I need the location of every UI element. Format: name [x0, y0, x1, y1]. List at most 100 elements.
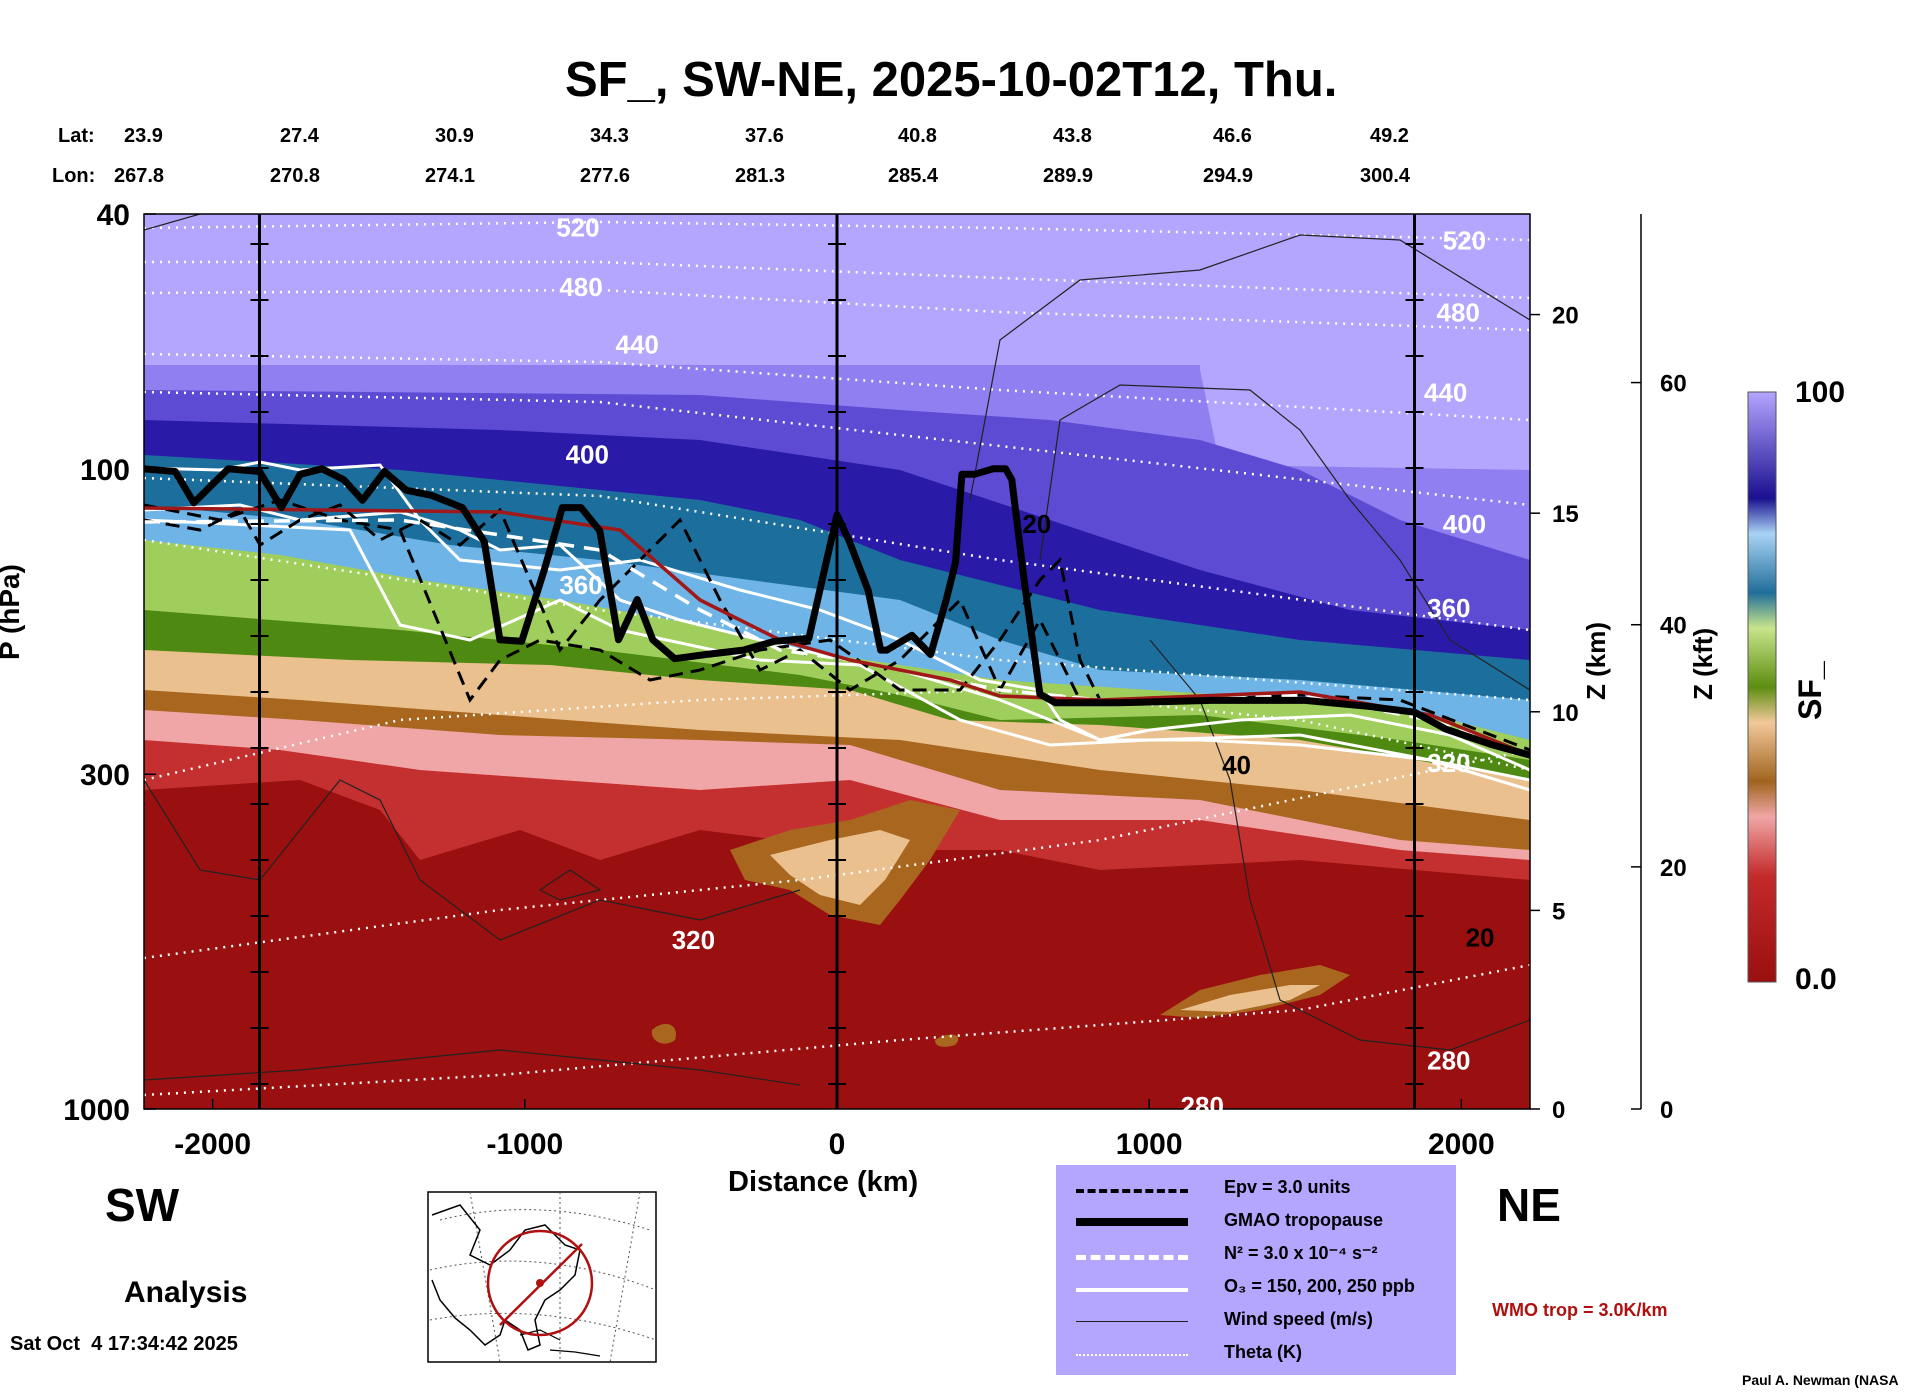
- z-kft-axis-label: Z (kft): [1688, 627, 1718, 700]
- theta-label: 360: [1427, 593, 1470, 623]
- legend-label: Theta (K): [1224, 1342, 1302, 1362]
- theta-contours: [144, 220, 1530, 1097]
- theta-label: 400: [1443, 509, 1486, 539]
- direction-ne: NE: [1497, 1179, 1561, 1231]
- z-km-tick-label: 15: [1552, 501, 1579, 528]
- legend-item: O₃ = 150, 200, 250 ppb: [1056, 1274, 1456, 1304]
- lat-value: 30.9: [435, 125, 474, 147]
- legend: Epv = 3.0 units GMAO tropopause N² = 3.0 x…: [1056, 1165, 1456, 1375]
- theta-label: 280: [1181, 1091, 1224, 1121]
- analysis-label: Analysis: [124, 1276, 248, 1309]
- lat-value: 23.9: [124, 125, 163, 147]
- theta-label: 440: [616, 330, 659, 360]
- legend-swatch: [1076, 1218, 1188, 1226]
- lat-value: 43.8: [1053, 125, 1092, 147]
- y-axis-ticks: 40 100 300 1000: [63, 199, 156, 1127]
- lon-value: 270.8: [270, 165, 321, 187]
- x-tick-label: -1000: [486, 1128, 563, 1161]
- theta-label: 520: [556, 213, 599, 243]
- theta-label: 480: [559, 272, 602, 302]
- legend-swatch: [1076, 1321, 1188, 1322]
- colorbar-min-label: 0.0: [1795, 963, 1837, 996]
- wind-speed-contours: [144, 214, 1530, 1086]
- legend-item: N² = 3.0 x 10⁻⁴ s⁻²: [1056, 1241, 1456, 1271]
- theta-label: 320: [672, 925, 715, 955]
- theta-label: 280: [1427, 1046, 1470, 1076]
- lat-label: Lat:: [58, 125, 95, 147]
- legend-item: Epv = 3.0 units: [1056, 1175, 1456, 1205]
- legend-item: Theta (K): [1056, 1340, 1456, 1370]
- legend-label: Epv = 3.0 units: [1224, 1177, 1351, 1197]
- x-tick-label: 2000: [1428, 1128, 1495, 1161]
- chart-title: SF_, SW-NE, 2025-10-02T12, Thu.: [565, 53, 1338, 107]
- z-kft-axis-ticks: 0 20 40 60: [1631, 371, 1687, 1124]
- legend-swatch: [1076, 1354, 1188, 1356]
- z-km-axis-ticks: 0 5 10 15 20: [1530, 303, 1579, 1124]
- z-kft-tick-label: 20: [1660, 855, 1687, 882]
- colorbar-max-label: 100: [1795, 376, 1846, 409]
- lon-value: 289.9: [1043, 165, 1094, 187]
- y-tick-label: 1000: [63, 1094, 130, 1127]
- y-tick-label: 40: [97, 199, 130, 232]
- z-km-axis-label: Z (km): [1581, 622, 1611, 700]
- z-kft-tick-label: 60: [1660, 371, 1687, 398]
- lon-value: 281.3: [735, 165, 786, 187]
- theta-label: 440: [1424, 377, 1467, 407]
- colorbar: [1747, 391, 1777, 983]
- legend-swatch: [1076, 1288, 1188, 1292]
- theta-label: 320: [1427, 748, 1470, 778]
- tropopause-line: [144, 465, 1530, 759]
- y-tick-label: 300: [80, 759, 130, 792]
- lat-value: 40.8: [898, 125, 937, 147]
- contour-labels: 520 480 440 400 360 320 280 520 480 440 400 360 320 2…: [556, 213, 1494, 1122]
- y-tick-label: 100: [80, 454, 130, 487]
- lat-value: 49.2: [1370, 125, 1409, 147]
- direction-sw: SW: [105, 1179, 180, 1231]
- colorbar-label: SF_: [1792, 661, 1828, 720]
- z-km-tick-label: 10: [1552, 700, 1579, 727]
- legend-label: Wind speed (m/s): [1224, 1309, 1373, 1329]
- theta-label: 360: [559, 570, 602, 600]
- lon-value: 274.1: [425, 165, 476, 187]
- legend-swatch: [1076, 1189, 1188, 1193]
- legend-label: O₃ = 150, 200, 250 ppb: [1224, 1276, 1415, 1296]
- legend-item: GMAO tropopause: [1056, 1208, 1456, 1238]
- lat-value: 37.6: [745, 125, 784, 147]
- legend-label: N² = 3.0 x 10⁻⁴ s⁻²: [1224, 1243, 1378, 1263]
- x-axis-label: Distance (km): [728, 1166, 919, 1198]
- x-tick-label: 1000: [1116, 1128, 1183, 1161]
- credit: Paul A. Newman (NASA: [1742, 1372, 1899, 1388]
- z-kft-tick-label: 40: [1660, 613, 1687, 640]
- theta-label: 480: [1437, 297, 1480, 327]
- lat-value: 46.6: [1213, 125, 1252, 147]
- theta-label: 400: [566, 440, 609, 470]
- lon-label: Lon:: [52, 165, 96, 187]
- wind-label: 20: [1022, 509, 1051, 539]
- y-axis-label: P (hPa): [0, 564, 25, 660]
- reference-vertical-lines: [250, 214, 1424, 1109]
- z-kft-tick-label: 0: [1660, 1097, 1673, 1124]
- inset-map: [427, 1191, 657, 1363]
- x-tick-label: 0: [829, 1128, 846, 1161]
- x-axis-ticks: -2000 -1000 0 1000 2000: [174, 1099, 1495, 1161]
- legend-swatch: [1076, 1255, 1188, 1260]
- legend-label: GMAO tropopause: [1224, 1210, 1384, 1230]
- lon-value: 277.6: [580, 165, 631, 187]
- wmo-note: WMO trop = 3.0K/km: [1492, 1300, 1668, 1320]
- lon-value: 294.9: [1203, 165, 1254, 187]
- legend-item: Wind speed (m/s): [1056, 1307, 1456, 1337]
- wind-label: 20: [1466, 923, 1495, 953]
- z-km-tick-label: 5: [1552, 898, 1565, 925]
- lon-value: 300.4: [1360, 165, 1411, 187]
- z-km-tick-label: 0: [1552, 1097, 1565, 1124]
- theta-label: 520: [1443, 226, 1486, 256]
- timestamp: Sat Oct 4 17:34:42 2025: [10, 1333, 238, 1355]
- lon-value: 267.8: [114, 165, 165, 187]
- x-tick-label: -2000: [174, 1128, 251, 1161]
- lat-value: 27.4: [280, 125, 319, 147]
- gmao-tropopause: [144, 465, 1530, 759]
- lon-value: 285.4: [888, 165, 939, 187]
- wind-label: 40: [1222, 750, 1251, 780]
- lat-value: 34.3: [590, 125, 629, 147]
